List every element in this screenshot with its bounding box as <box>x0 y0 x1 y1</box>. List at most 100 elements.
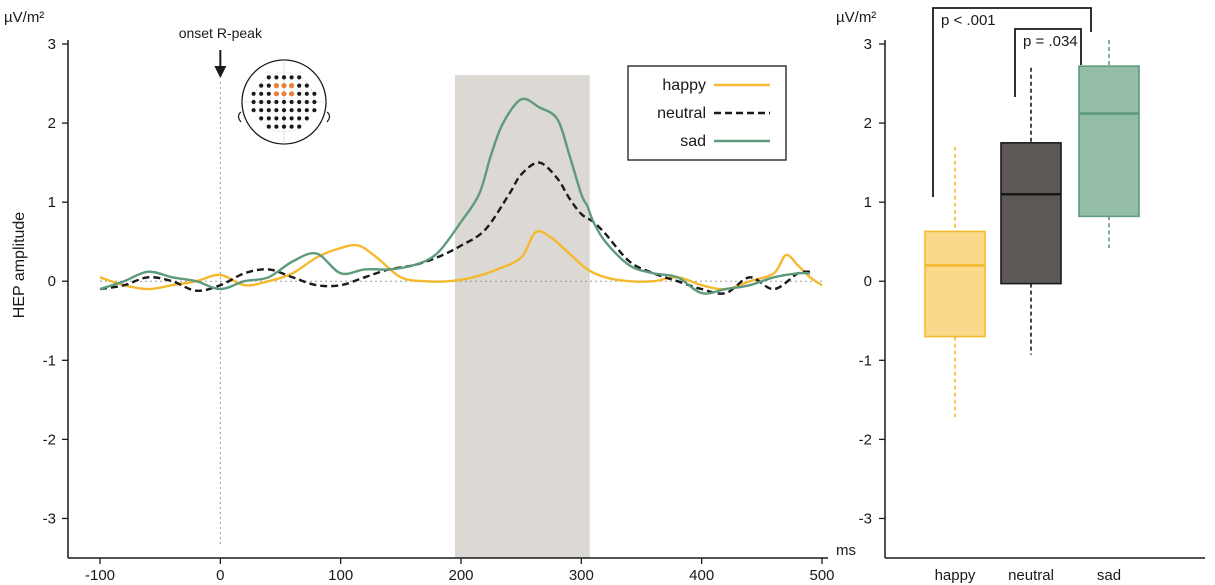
down-arrow-icon <box>214 50 227 78</box>
highlighted-electrode <box>281 83 287 89</box>
legend-label-happy: happy <box>662 77 706 94</box>
electrode <box>266 124 271 129</box>
y-axis-ticks: 3 2 1 0 -1 -2 -3 <box>43 36 68 527</box>
electrode <box>312 91 317 96</box>
electrode <box>281 108 287 113</box>
electrode <box>259 91 264 96</box>
electrode <box>281 75 287 80</box>
electrode <box>281 116 287 121</box>
legend: happy neutral sad <box>627 65 787 161</box>
highlighted-electrode <box>289 91 295 97</box>
electrode <box>289 116 294 121</box>
interquartile-box <box>1000 142 1062 285</box>
electrode <box>274 75 279 80</box>
significance-label: p = .034 <box>1023 33 1078 50</box>
right-y-axis-ticks: 3 2 1 0 -1 -2 -3 <box>859 36 885 527</box>
electrode <box>304 99 309 105</box>
electrode <box>304 108 309 113</box>
right-y-tick-label: -3 <box>859 510 872 527</box>
electrode <box>259 108 264 113</box>
electrode <box>259 99 264 105</box>
right-y-tick-label: 0 <box>864 273 872 290</box>
significance-brackets: p < .001 p = .034 <box>932 7 1092 197</box>
electrode <box>281 124 287 129</box>
y-tick-label: 1 <box>48 194 56 211</box>
category-label-sad: sad <box>1097 567 1121 584</box>
electrode <box>312 99 317 105</box>
y-tick-label: -2 <box>43 431 56 448</box>
x-axis-title: ms <box>836 542 856 559</box>
electrode <box>274 124 279 129</box>
legend-label-sad: sad <box>680 133 706 150</box>
right-y-tick-label: 2 <box>864 115 872 132</box>
electrode <box>266 108 271 113</box>
electrode <box>297 116 302 121</box>
x-tick-label: 100 <box>328 567 353 584</box>
significance-bracket: p = .034 <box>1014 28 1082 97</box>
analysis-window-shade <box>454 75 590 558</box>
electrode <box>289 124 294 129</box>
electrode <box>251 91 256 96</box>
x-tick-label: 300 <box>569 567 594 584</box>
onset-annotation-label: onset R-peak <box>179 25 263 41</box>
electrode <box>297 83 302 88</box>
electrode <box>266 99 271 105</box>
x-tick-label: -100 <box>85 567 115 584</box>
x-tick-label: 500 <box>809 567 834 584</box>
electrode <box>312 108 317 113</box>
bracket-line <box>932 7 1092 197</box>
electrode <box>304 91 309 96</box>
electrode <box>259 116 264 121</box>
x-tick-label: 400 <box>689 567 714 584</box>
box-neutral <box>1000 67 1062 355</box>
scalp-electrode-map-icon <box>237 59 331 145</box>
significance-bracket: p < .001 <box>932 7 1092 197</box>
hep-waveform-chart: 3 2 1 0 -1 -2 -3 -100 0 100 200 300 400 500 µV/m² HE… <box>4 9 856 584</box>
y-tick-label: 3 <box>48 36 56 53</box>
electrode <box>274 116 279 121</box>
electrode <box>281 99 287 105</box>
y-axis-unit-label: µV/m² <box>4 9 44 26</box>
electrode <box>289 99 294 105</box>
interquartile-box <box>1078 65 1140 218</box>
significance-label: p < .001 <box>941 12 996 29</box>
series-lines <box>99 97 823 295</box>
highlighted-electrode <box>289 83 295 89</box>
interquartile-box <box>924 230 986 338</box>
right-y-tick-label: 3 <box>864 36 872 53</box>
box-sad <box>1078 40 1140 249</box>
right-y-axis-unit-label: µV/m² <box>836 9 876 26</box>
category-label-neutral: neutral <box>1008 567 1054 584</box>
electrode <box>289 108 294 113</box>
category-label-happy: happy <box>935 567 976 584</box>
electrode <box>274 108 279 113</box>
highlighted-electrode <box>273 83 279 89</box>
electrode <box>251 108 256 113</box>
electrode <box>297 99 302 105</box>
electrode <box>304 83 309 88</box>
highlighted-electrode <box>281 91 287 97</box>
box-plots <box>924 40 1140 418</box>
x-axis-ticks: -100 0 100 200 300 400 500 <box>85 558 835 584</box>
legend-label-neutral: neutral <box>657 105 706 122</box>
highlighted-electrode <box>273 91 279 97</box>
electrode <box>259 83 264 88</box>
boxplot-chart: 3 2 1 0 -1 -2 -3 µV/m² happy neutral sad p < .00… <box>836 7 1205 584</box>
electrode <box>297 124 302 129</box>
right-y-tick-label: -2 <box>859 431 872 448</box>
electrode <box>304 116 309 121</box>
electrode <box>297 91 302 96</box>
electrode <box>266 91 271 96</box>
y-tick-label: 2 <box>48 115 56 132</box>
electrode <box>266 116 271 121</box>
y-tick-label: -1 <box>43 352 56 369</box>
electrode <box>266 75 271 80</box>
electrode <box>266 83 271 88</box>
x-tick-label: 200 <box>448 567 473 584</box>
electrode <box>274 99 279 105</box>
right-y-tick-label: -1 <box>859 352 872 369</box>
category-labels: happy neutral sad <box>935 567 1122 584</box>
electrode <box>297 108 302 113</box>
right-y-tick-label: 1 <box>864 194 872 211</box>
